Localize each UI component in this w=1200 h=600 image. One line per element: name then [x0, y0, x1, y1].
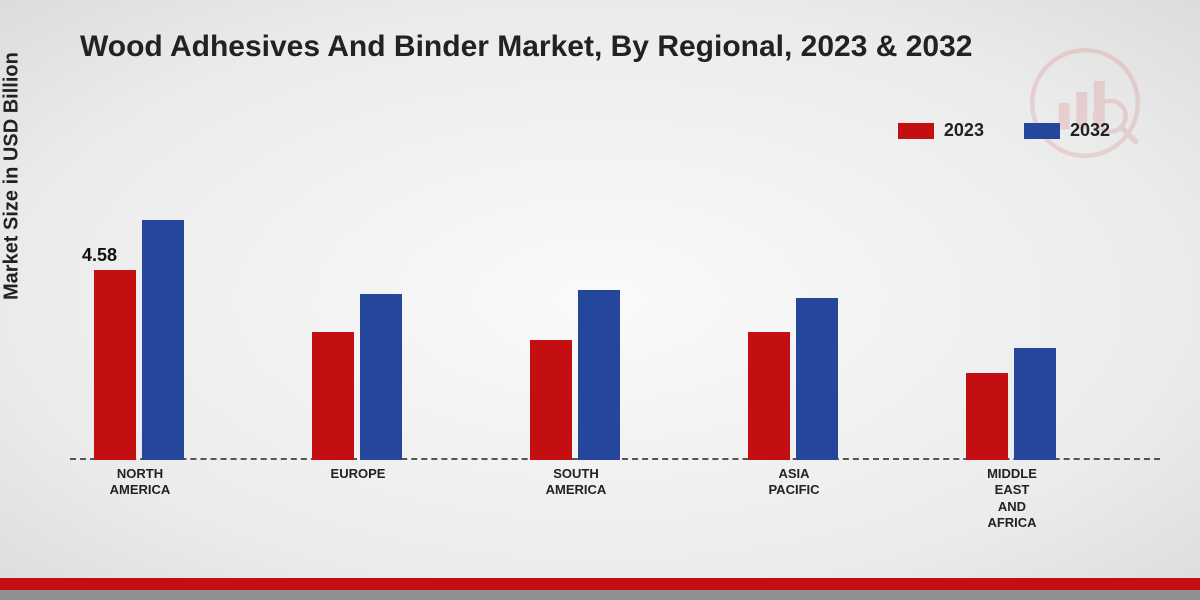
brand-watermark-icon [1030, 48, 1140, 158]
footer-bar-red [0, 578, 1200, 590]
legend-swatch-2032 [1024, 123, 1060, 139]
category-label: EUROPE [298, 466, 418, 482]
bar-group: 4.58 [80, 170, 200, 460]
footer-accent-bar [0, 578, 1200, 600]
bar-2023 [748, 332, 790, 460]
bar-2023 [966, 373, 1008, 460]
chart-plot-area: 4.58 [70, 170, 1160, 460]
category-label: NORTHAMERICA [80, 466, 200, 499]
legend: 2023 2032 [898, 120, 1110, 141]
legend-item-2023: 2023 [898, 120, 984, 141]
bar-group [952, 170, 1072, 460]
bar-2032 [796, 298, 838, 460]
legend-label-2032: 2032 [1070, 120, 1110, 141]
category-label: MIDDLEEASTANDAFRICA [952, 466, 1072, 531]
y-axis-title: Market Size in USD Billion [1, 52, 24, 300]
legend-item-2032: 2032 [1024, 120, 1110, 141]
legend-swatch-2023 [898, 123, 934, 139]
category-label: ASIAPACIFIC [734, 466, 854, 499]
bar-2032 [578, 290, 620, 460]
bar-group [298, 170, 418, 460]
bar-2032 [1014, 348, 1056, 460]
bar-2023 [94, 270, 136, 460]
legend-label-2023: 2023 [944, 120, 984, 141]
footer-bar-gray [0, 590, 1200, 600]
bar-2023 [530, 340, 572, 460]
bar-value-label: 4.58 [82, 245, 117, 266]
bar-2032 [142, 220, 184, 460]
category-label: SOUTHAMERICA [516, 466, 636, 499]
bar-2023 [312, 332, 354, 460]
bar-group [516, 170, 636, 460]
chart-title: Wood Adhesives And Binder Market, By Reg… [80, 30, 973, 64]
bar-2032 [360, 294, 402, 460]
bar-group [734, 170, 854, 460]
